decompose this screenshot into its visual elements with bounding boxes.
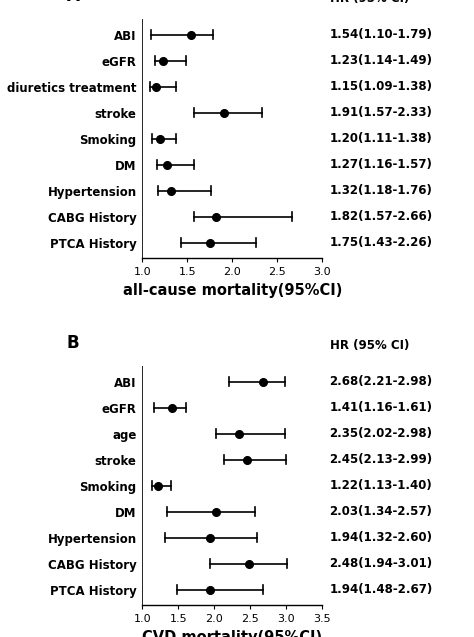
Text: 1.91(1.57-2.33): 1.91(1.57-2.33) — [329, 106, 432, 119]
Text: 1.32(1.18-1.76): 1.32(1.18-1.76) — [329, 184, 432, 197]
X-axis label: CVD mortality(95%CI): CVD mortality(95%CI) — [142, 630, 322, 637]
Text: 1.82(1.57-2.66): 1.82(1.57-2.66) — [329, 210, 433, 223]
Text: 2.35(2.02-2.98): 2.35(2.02-2.98) — [329, 427, 432, 440]
Text: 2.03(1.34-2.57): 2.03(1.34-2.57) — [329, 505, 432, 518]
Text: 1.54(1.10-1.79): 1.54(1.10-1.79) — [329, 28, 432, 41]
Text: HR (95% CI): HR (95% CI) — [329, 339, 409, 352]
Text: 1.27(1.16-1.57): 1.27(1.16-1.57) — [329, 158, 432, 171]
Text: 1.23(1.14-1.49): 1.23(1.14-1.49) — [329, 54, 432, 68]
Text: A: A — [66, 0, 80, 4]
X-axis label: all-cause mortality(95%CI): all-cause mortality(95%CI) — [123, 283, 342, 298]
Text: HR (95% CI): HR (95% CI) — [329, 0, 409, 4]
Text: 1.94(1.48-2.67): 1.94(1.48-2.67) — [329, 583, 433, 596]
Text: 1.94(1.32-2.60): 1.94(1.32-2.60) — [329, 531, 432, 544]
Text: 2.48(1.94-3.01): 2.48(1.94-3.01) — [329, 557, 433, 570]
Text: 1.75(1.43-2.26): 1.75(1.43-2.26) — [329, 236, 432, 249]
Text: 2.45(2.13-2.99): 2.45(2.13-2.99) — [329, 453, 433, 466]
Text: 2.68(2.21-2.98): 2.68(2.21-2.98) — [329, 375, 433, 388]
Text: B: B — [66, 334, 79, 352]
Text: 1.22(1.13-1.40): 1.22(1.13-1.40) — [329, 479, 432, 492]
Text: 1.15(1.09-1.38): 1.15(1.09-1.38) — [329, 80, 432, 93]
Text: 1.41(1.16-1.61): 1.41(1.16-1.61) — [329, 401, 432, 414]
Text: 1.20(1.11-1.38): 1.20(1.11-1.38) — [329, 132, 432, 145]
